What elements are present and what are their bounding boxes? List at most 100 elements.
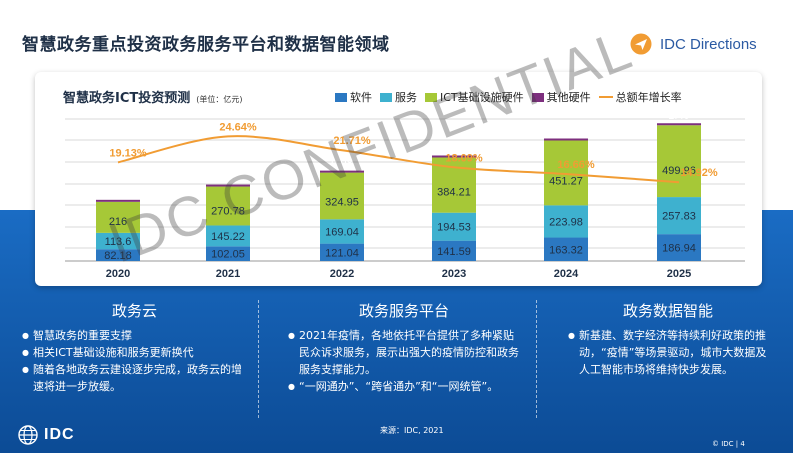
- growth-rate-line: [117, 135, 680, 184]
- x-tick-label: 2021: [216, 268, 240, 280]
- data-label: 145.22: [211, 231, 245, 243]
- page-footer: © IDC | 4: [712, 440, 745, 448]
- bar-segment-2: [206, 225, 250, 247]
- bar-segment-4: [657, 123, 701, 126]
- bar-segment-3: [96, 201, 140, 233]
- bar-segment-4: [544, 138, 588, 141]
- bar-segment-1: [544, 237, 588, 261]
- legend-label: 总额年增长率: [615, 91, 682, 104]
- data-label: 223.98: [549, 216, 583, 228]
- data-label: 1.45: [668, 110, 689, 122]
- panel-list: 新基建、数字经济等持续利好政策的推动，“疫情”等场景驱动，城市大数据及人工智能市…: [568, 327, 768, 378]
- idc-logo: IDC: [18, 425, 75, 445]
- data-label: 102.05: [211, 249, 245, 261]
- chart-legend: 软件 服务 ICT基础设施硬件 其他硬件 总额年增长率: [335, 89, 682, 105]
- data-label: 257.83: [662, 211, 696, 223]
- growth-rate-label: 16.66%: [557, 159, 595, 171]
- brand-name: IDC Directions: [660, 35, 757, 53]
- page-title: 智慧政务重点投资政务服务平台和数据智能领域: [22, 35, 390, 55]
- panel-gov-service-platform: 政务服务平台 2021年疫情，各地依托平台提供了多种紧贴民众诉求服务，展示出强大…: [288, 300, 520, 395]
- bar-segment-1: [96, 249, 140, 261]
- bar-segment-2: [657, 197, 701, 235]
- growth-rate-label: 14.92%: [680, 167, 718, 179]
- panel-gov-cloud: 政务云 智慧政务的重要支撑 相关ICT基础设施和服务更新换代 随着各地政务云建设…: [22, 300, 247, 395]
- data-label: 121.04: [325, 247, 359, 259]
- data-label: 324.95: [325, 197, 359, 209]
- data-label: 82.18: [104, 250, 132, 262]
- legend-swatch: [598, 96, 613, 98]
- list-item: 相关ICT基础设施和服务更新换代: [22, 344, 247, 361]
- legend-item-ict-hardware: ICT基础设施硬件: [425, 89, 524, 105]
- panel-title: 政务数据智能: [622, 302, 713, 320]
- bar-segment-1: [657, 234, 701, 261]
- growth-rate-label: 24.64%: [219, 121, 257, 133]
- data-label: 0.74: [107, 187, 128, 199]
- growth-rate-label: 18.09%: [445, 152, 483, 164]
- bar-segment-2: [544, 205, 588, 238]
- growth-rate-label: 21.71%: [333, 135, 371, 147]
- panel-title: 政务服务平台: [358, 302, 449, 320]
- idc-logo-text: IDC: [44, 426, 75, 443]
- list-item: 智慧政务的重要支撑: [22, 327, 247, 344]
- data-label: 1.12: [443, 142, 464, 154]
- legend-item-other-hardware: 其他硬件: [531, 89, 591, 105]
- panel-divider: [258, 300, 259, 418]
- brand-logo: IDC Directions: [630, 33, 757, 55]
- chart-card: 82.18 113.6 216 0.74 2020 102.05 145.22 270.78 0…: [35, 72, 762, 286]
- chart-title-text: 智慧政务ICT投资预测: [63, 91, 191, 106]
- chart-title: 智慧政务ICT投资预测 (单位：亿元): [63, 87, 243, 106]
- legend-label: 其他硬件: [546, 91, 591, 104]
- bar-segment-4: [320, 170, 364, 173]
- data-label: 169.04: [325, 226, 359, 238]
- data-label: 270.78: [211, 206, 245, 218]
- bar-segment-2: [320, 219, 364, 244]
- paper-plane-icon: [630, 33, 652, 55]
- data-label: 384.21: [437, 187, 471, 199]
- legend-label: 服务: [395, 91, 417, 104]
- legend-label: 软件: [350, 91, 372, 104]
- source-note: 来源：IDC, 2021: [380, 426, 444, 435]
- data-label: 0.83: [217, 172, 238, 184]
- panel-list: 智慧政务的重要支撑 相关ICT基础设施和服务更新换代 随着各地政务云建设逐步完成…: [22, 327, 247, 395]
- panel-gov-data-intelligence: 政务数据智能 新基建、数字经济等持续利好政策的推动，“疫情”等场景驱动，城市大数…: [568, 300, 768, 378]
- bar-segment-4: [96, 199, 140, 202]
- bar-segment-2: [432, 212, 476, 241]
- legend-item-services: 服务: [380, 89, 417, 105]
- globe-icon: [18, 425, 38, 445]
- legend-item-growth-rate: 总额年增长率: [598, 89, 682, 105]
- chart-unit: (单位：亿元): [196, 95, 243, 104]
- x-tick-label: 2024: [554, 268, 579, 280]
- x-tick-label: 2023: [442, 268, 466, 280]
- legend-swatch: [531, 92, 544, 102]
- list-item: 随着各地政务云建设逐步完成，政务云的增速将进一步放缓。: [22, 361, 247, 395]
- bar-segment-1: [432, 240, 476, 261]
- data-label: 141.59: [437, 246, 471, 258]
- bar-segment-2: [96, 232, 140, 250]
- bar-segment-3: [320, 172, 364, 220]
- data-label: 216: [109, 216, 127, 228]
- bar-segment-3: [206, 186, 250, 226]
- legend-swatch: [380, 92, 392, 102]
- legend-swatch: [425, 92, 437, 102]
- list-item: 2021年疫情，各地依托平台提供了多种紧贴民众诉求服务，展示出强大的疫情防控和政…: [288, 327, 520, 378]
- legend-item-software: 软件: [335, 89, 372, 105]
- growth-rate-label: 19.13%: [109, 147, 147, 159]
- panel-divider: [536, 300, 537, 418]
- bar-segment-1: [206, 246, 250, 261]
- data-label: 0.98: [331, 158, 352, 170]
- legend-swatch: [335, 92, 347, 102]
- bar-segment-4: [206, 184, 250, 187]
- panel-list: 2021年疫情，各地依托平台提供了多种紧贴民众诉求服务，展示出强大的疫情防控和政…: [288, 327, 520, 395]
- legend-label: ICT基础设施硬件: [440, 91, 524, 104]
- bar-segment-1: [320, 243, 364, 261]
- data-label: 113.6: [105, 236, 132, 248]
- x-tick-label: 2020: [106, 268, 130, 280]
- data-label: 163.32: [549, 244, 583, 256]
- chart-canvas: 82.18 113.6 216 0.74 2020 102.05 145.22 270.78 0…: [65, 110, 745, 280]
- list-item: 新基建、数字经济等持续利好政策的推动，“疫情”等场景驱动，城市大数据及人工智能市…: [568, 327, 768, 378]
- data-label: 451.27: [549, 176, 583, 188]
- bar-segment-4: [432, 155, 476, 158]
- x-tick-label: 2022: [330, 268, 354, 280]
- data-label: 194.53: [437, 222, 471, 234]
- list-item: “一网通办”、“跨省通办”和“一网统管”。: [288, 378, 520, 395]
